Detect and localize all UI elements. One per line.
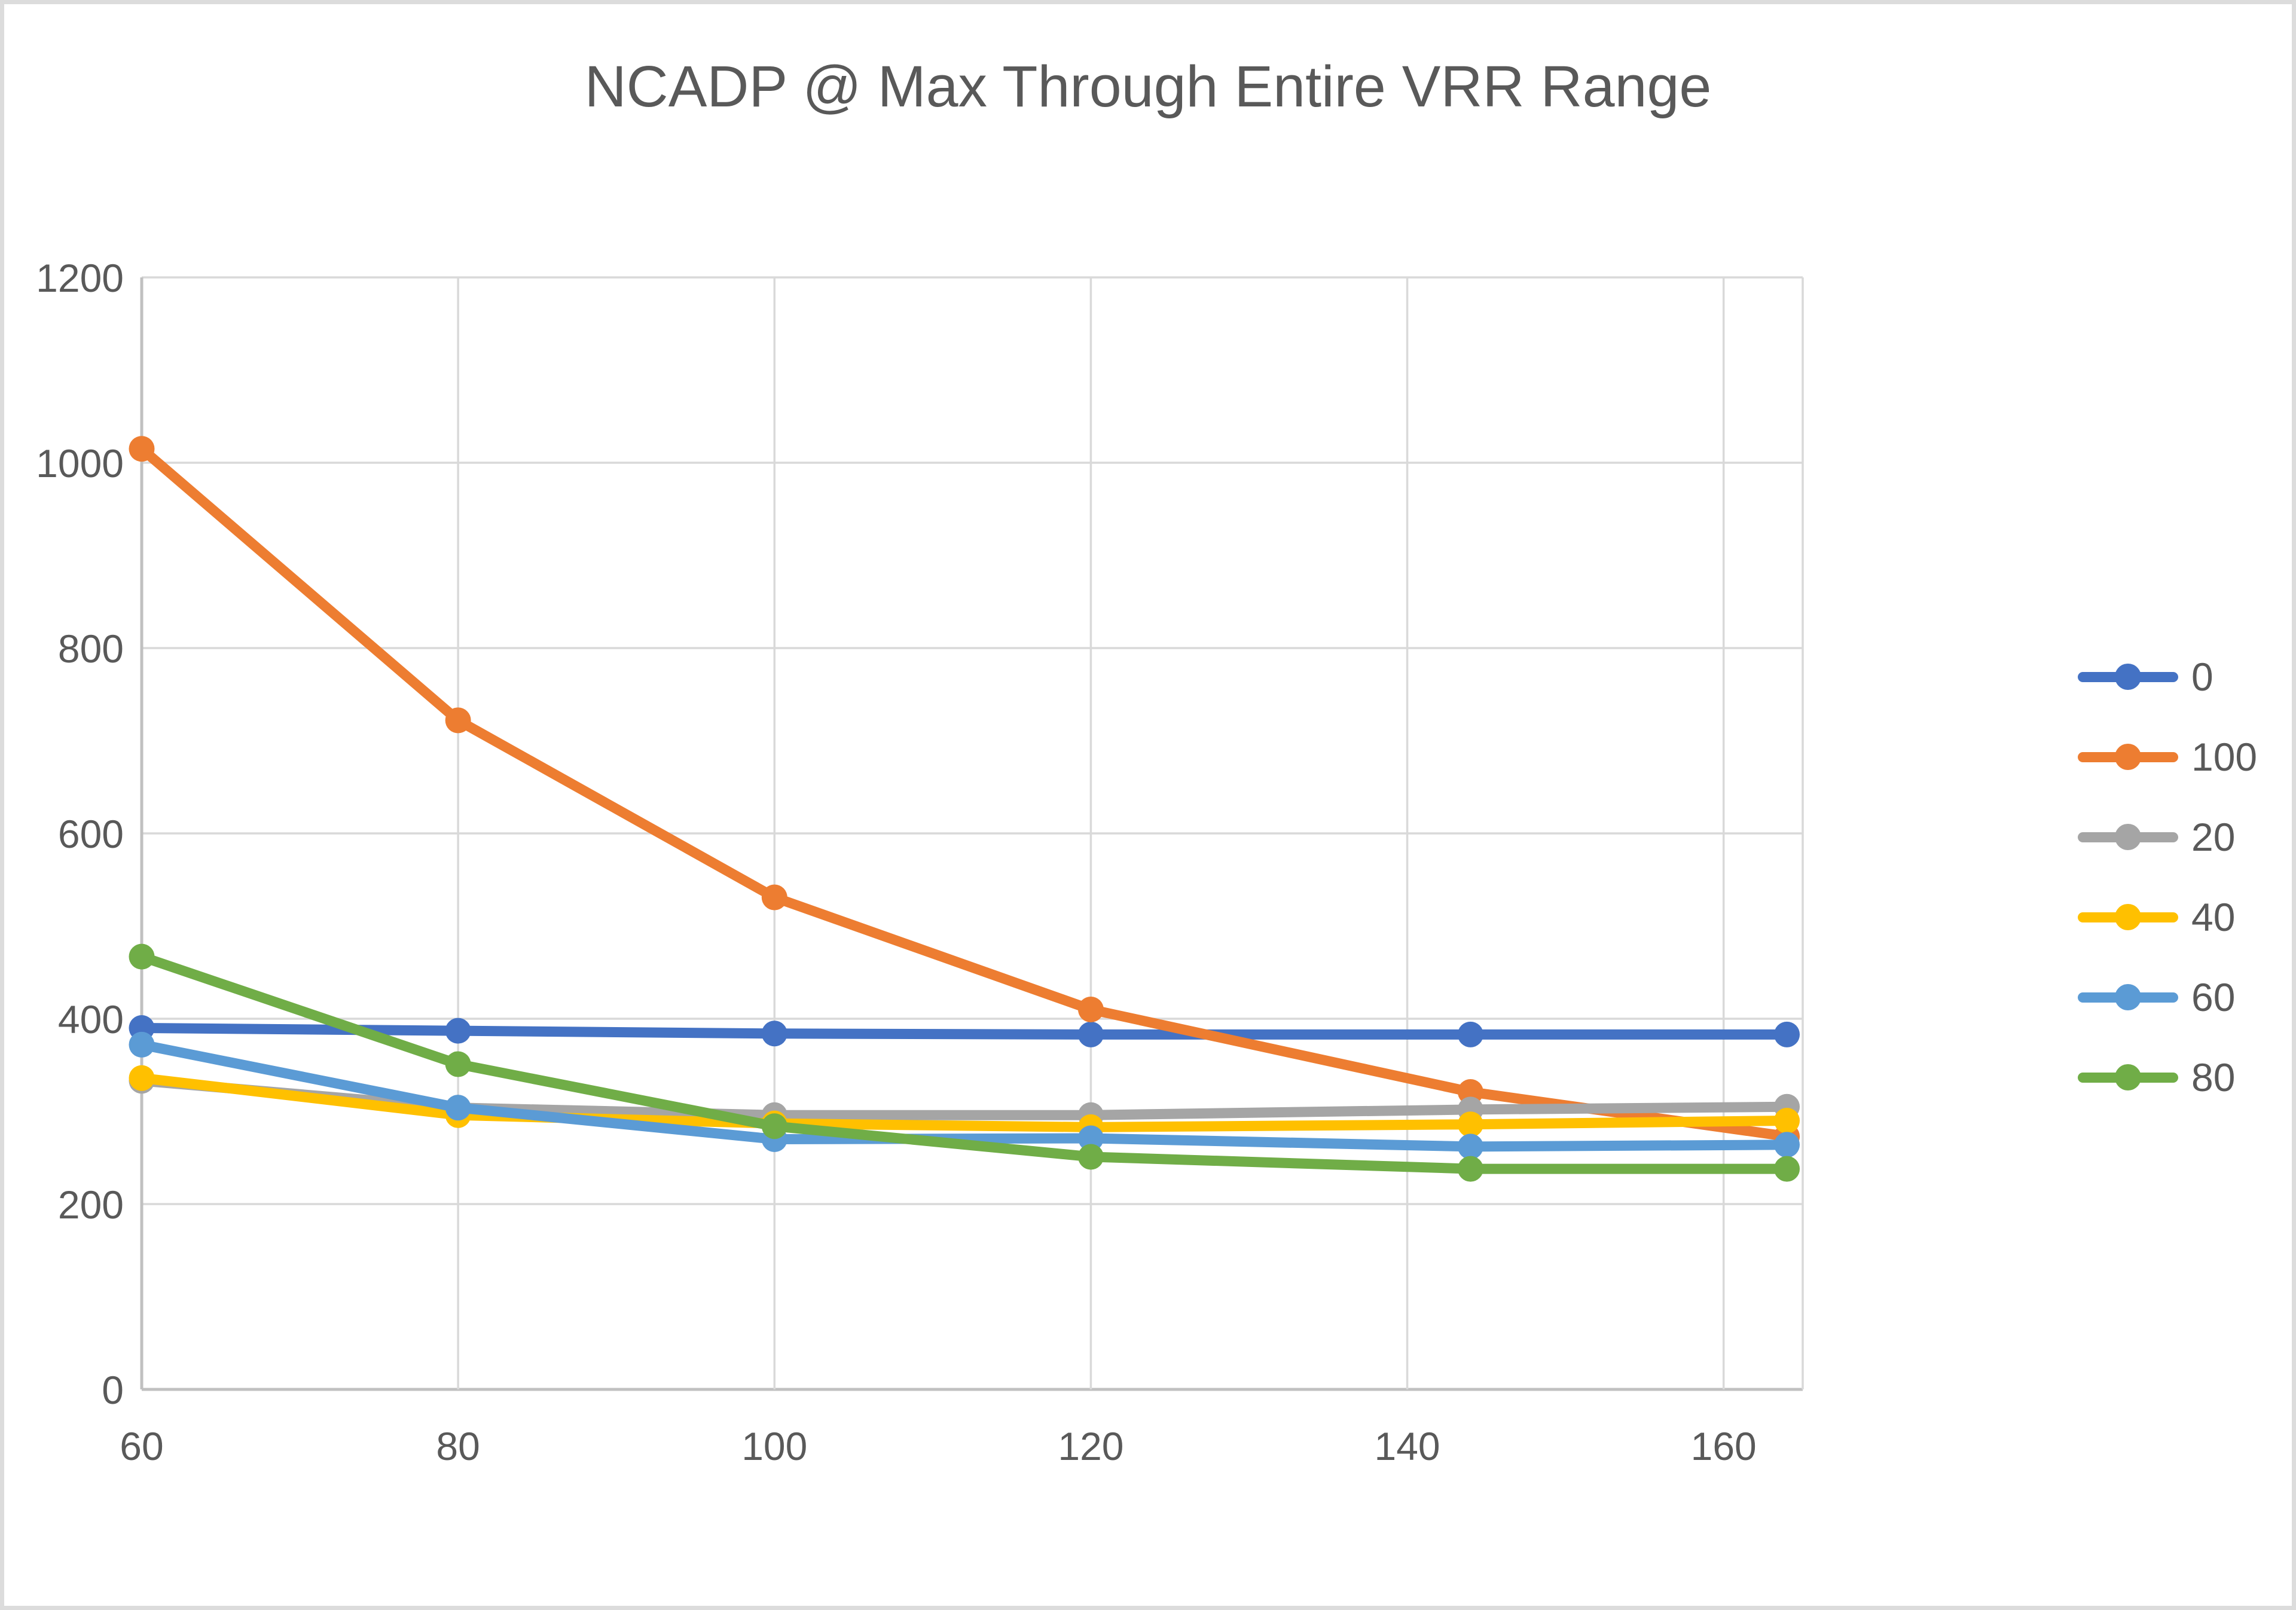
series-marker-0-x100 xyxy=(761,1021,787,1047)
series-line-80 xyxy=(136,951,1793,1174)
series-marker-100-x144 xyxy=(1457,1079,1483,1105)
legend-label-60: 60 xyxy=(2191,975,2236,1019)
legend-marker-20 xyxy=(2115,824,2141,850)
series-marker-40-x60 xyxy=(129,1065,155,1091)
y-tick-label-200: 200 xyxy=(58,1183,124,1227)
series-line-60 xyxy=(136,1039,1793,1152)
series-marker-60-x144 xyxy=(1457,1134,1483,1160)
plot-area: 0 200 400 600 800 1000 1200 60 80 100 120 140 160 xyxy=(36,256,1804,1468)
y-tick-label-600: 600 xyxy=(58,812,124,856)
series-marker-100-x80 xyxy=(445,707,471,734)
y-tick-label-1200: 1200 xyxy=(36,256,124,300)
legend-swatch-60 xyxy=(2078,984,2178,1010)
x-tick-label-100: 100 xyxy=(741,1424,807,1468)
x-tick-label-60: 60 xyxy=(120,1424,163,1468)
series-marker-80-x60 xyxy=(129,943,155,970)
x-tick-label-140: 140 xyxy=(1375,1424,1440,1468)
series-line-40 xyxy=(136,1073,1793,1132)
series-marker-0-x120 xyxy=(1077,1021,1104,1047)
series-marker-80-x144 xyxy=(1457,1156,1483,1182)
legend-marker-60 xyxy=(2115,984,2141,1010)
x-tick-label-80: 80 xyxy=(436,1424,480,1468)
series-marker-0-x164 xyxy=(1774,1021,1800,1047)
y-tick-label-800: 800 xyxy=(58,627,124,671)
series-marker-100-x60 xyxy=(129,436,155,462)
legend-label-0: 0 xyxy=(2191,655,2213,699)
series-marker-100-x120 xyxy=(1077,997,1104,1022)
series-0 xyxy=(129,1015,1800,1047)
series-marker-40-x164 xyxy=(1774,1108,1800,1134)
legend-label-20: 20 xyxy=(2191,815,2236,859)
legend-item-20: 20 xyxy=(2078,797,2257,877)
x-tick-label-160: 160 xyxy=(1691,1424,1757,1468)
legend-label-40: 40 xyxy=(2191,895,2236,939)
chart-title: NCADP @ Max Through Entire VRR Range xyxy=(584,54,1712,119)
series-marker-100-x100 xyxy=(761,884,787,911)
series-marker-40-x144 xyxy=(1457,1111,1483,1138)
series-marker-80-x164 xyxy=(1774,1156,1800,1182)
series-marker-60-x164 xyxy=(1774,1132,1800,1158)
series-line-100 xyxy=(136,444,1793,1142)
legend-swatch-20 xyxy=(2078,824,2178,850)
series-marker-80-x80 xyxy=(445,1051,471,1077)
legend-marker-0 xyxy=(2115,664,2141,690)
x-tick-label-120: 120 xyxy=(1058,1424,1123,1468)
series-line-20 xyxy=(136,1076,1793,1120)
series-line-0 xyxy=(136,1023,1793,1040)
series-marker-80-x120 xyxy=(1077,1144,1104,1170)
series-marker-60-x120 xyxy=(1077,1125,1104,1151)
y-tick-label-400: 400 xyxy=(58,997,124,1041)
y-tick-label-1000: 1000 xyxy=(36,441,124,485)
legend-label-100: 100 xyxy=(2191,735,2258,779)
legend-item-80: 80 xyxy=(2078,1037,2257,1117)
legend-swatch-80 xyxy=(2078,1064,2178,1090)
legend-label-80: 80 xyxy=(2191,1055,2236,1099)
legend-item-0: 0 xyxy=(2078,637,2257,717)
legend-swatch-40 xyxy=(2078,904,2178,930)
legend-swatch-100 xyxy=(2078,744,2178,770)
series-marker-60-x60 xyxy=(129,1031,155,1058)
legend-item-40: 40 xyxy=(2078,877,2257,957)
legend-marker-100 xyxy=(2115,744,2141,770)
legend: 0 100 20 40 60 80 xyxy=(2078,637,2257,1117)
legend-item-60: 60 xyxy=(2078,957,2257,1037)
series-marker-0-x80 xyxy=(445,1018,471,1044)
legend-marker-80 xyxy=(2115,1064,2141,1090)
legend-item-100: 100 xyxy=(2078,717,2257,797)
legend-marker-40 xyxy=(2115,904,2141,930)
y-tick-label-0: 0 xyxy=(102,1368,124,1412)
series-80 xyxy=(129,943,1800,1182)
series-marker-60-x80 xyxy=(445,1095,471,1121)
series-marker-0-x144 xyxy=(1457,1021,1483,1047)
legend-swatch-0 xyxy=(2078,664,2178,690)
series-marker-80-x100 xyxy=(761,1113,787,1139)
